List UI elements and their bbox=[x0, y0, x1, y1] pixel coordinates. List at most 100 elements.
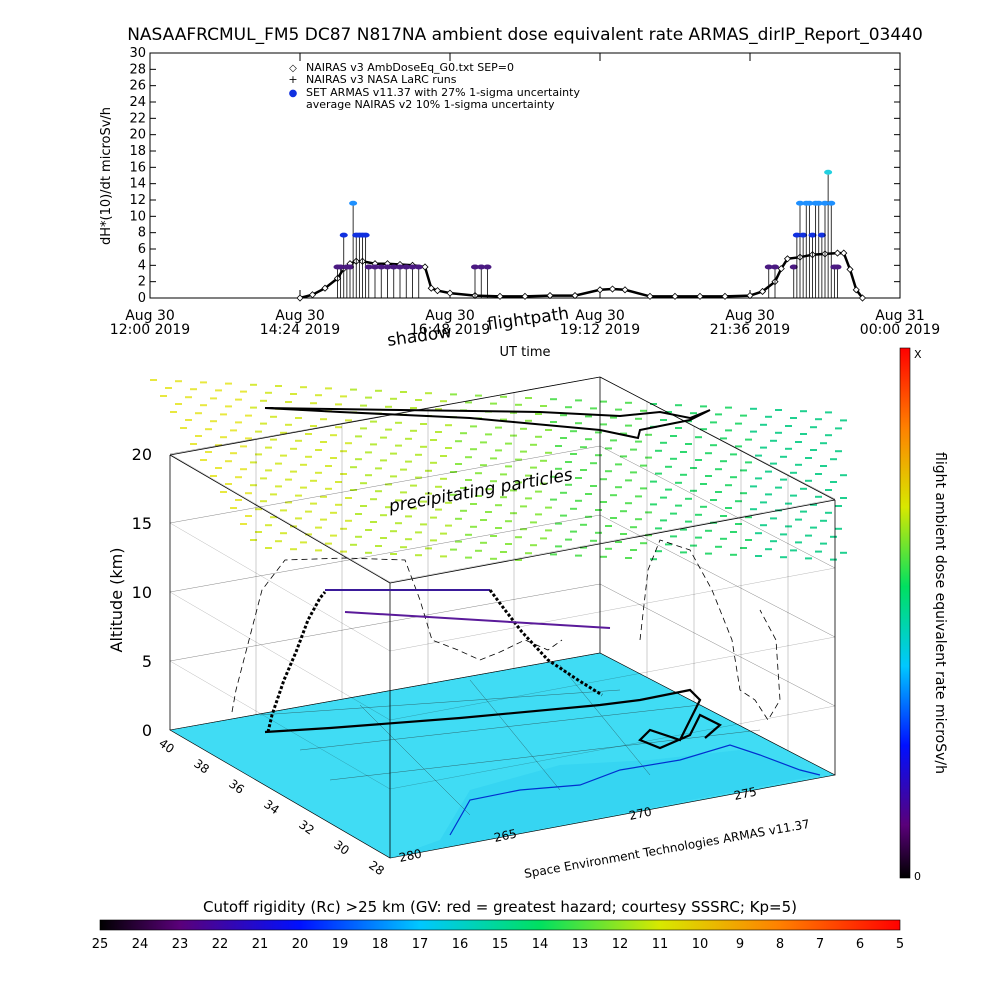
rigidity-tick-label: 18 bbox=[372, 937, 389, 952]
armas-point bbox=[364, 264, 373, 270]
rigidity-tick-label: 6 bbox=[856, 937, 864, 952]
top-y-tick-label: 0 bbox=[138, 291, 146, 306]
rigidity-colorbar-title: Cutoff rigidity (Rc) >25 km (GV: red = g… bbox=[203, 898, 797, 916]
nairas-point bbox=[758, 287, 767, 296]
nairas-point bbox=[421, 263, 429, 271]
rigidity-tick-label: 12 bbox=[612, 937, 629, 952]
top-y-tick-label: 2 bbox=[138, 275, 146, 290]
armas-point bbox=[371, 264, 379, 270]
nairas-point bbox=[296, 294, 304, 302]
latitude-tick-label: 32 bbox=[296, 817, 317, 837]
flight-path-cruise-2 bbox=[344, 611, 611, 629]
legend-symbol-plus: + bbox=[288, 73, 297, 86]
trajectory-3d-panel: 0 5 10 15 20 Altitude (km) shadow flightpath… bbox=[107, 304, 847, 881]
nairas-point bbox=[521, 292, 529, 300]
nairas-point bbox=[646, 292, 654, 300]
armas-point bbox=[389, 264, 398, 270]
longitude-tick-labels: 280 265 270 275 bbox=[398, 784, 758, 864]
rigidity-tick-label: 16 bbox=[452, 937, 469, 952]
rigidity-tick-label: 24 bbox=[132, 937, 149, 952]
top-y-tick-label: 12 bbox=[129, 193, 146, 208]
top-y-tick-label: 6 bbox=[138, 242, 146, 257]
top-x-tick-label-date: Aug 30 bbox=[575, 308, 625, 324]
nairas-point bbox=[783, 255, 792, 263]
top-x-tick-label-time: 19:12 2019 bbox=[560, 322, 640, 338]
label-credit: Space Environment Technologies ARMAS v11… bbox=[523, 817, 811, 881]
shadow-trajectory bbox=[231, 557, 563, 713]
armas-point bbox=[471, 264, 479, 270]
armas-point bbox=[821, 200, 829, 206]
rigidity-tick-label: 22 bbox=[212, 937, 229, 952]
rigidity-tick-label: 19 bbox=[332, 937, 349, 952]
flight-path-descent bbox=[488, 589, 603, 697]
dose-colorbar-top-label: X bbox=[914, 348, 922, 361]
legend-label-nairas-v2: average NAIRAS v2 10% 1-sigma uncertaint… bbox=[306, 98, 555, 111]
top-x-axis-label: UT time bbox=[500, 345, 551, 360]
altitude-tick-label: 15 bbox=[132, 514, 152, 533]
nairas-point bbox=[427, 284, 435, 292]
precipitating-particles-field bbox=[150, 379, 847, 561]
rigidity-tick-label: 25 bbox=[92, 937, 109, 952]
nairas-point bbox=[846, 265, 854, 273]
nairas-point bbox=[833, 249, 842, 257]
top-y-tick-label: 28 bbox=[129, 62, 146, 77]
rigidity-tick-label: 14 bbox=[532, 937, 549, 952]
top-x-tick-label-date: Aug 30 bbox=[275, 308, 325, 324]
armas-point bbox=[799, 232, 808, 238]
altitude-tick-label: 20 bbox=[132, 445, 152, 464]
label-flightpath: flightpath bbox=[486, 304, 570, 335]
nairas-point bbox=[721, 292, 729, 300]
altitude-gridlines bbox=[169, 376, 836, 859]
dose-colorbar-bottom-label: 0 bbox=[914, 870, 921, 883]
armas-point bbox=[346, 264, 354, 270]
nairas-point bbox=[671, 292, 679, 300]
top-y-axis-label: dH*(10)/dt microSv/h bbox=[99, 107, 114, 245]
top-x-tick-label-time: 14:24 2019 bbox=[260, 322, 340, 338]
top-y-tick-label: 20 bbox=[129, 128, 146, 143]
longitude-tick-label: 280 bbox=[398, 846, 423, 864]
altitude-tick-label: 0 bbox=[142, 721, 152, 740]
rigidity-tick-label: 8 bbox=[776, 937, 784, 952]
nairas-point bbox=[321, 284, 329, 292]
rigidity-tick-label: 20 bbox=[292, 937, 309, 952]
altitude-tick-label: 5 bbox=[142, 652, 152, 671]
armas-point bbox=[789, 264, 798, 270]
altitude-gridline-front bbox=[169, 660, 836, 790]
top-y-tick-label: 22 bbox=[129, 111, 146, 126]
latitude-tick-label: 40 bbox=[156, 736, 177, 756]
nairas-point bbox=[446, 289, 454, 297]
top-x-tick-label-date: Aug 30 bbox=[725, 308, 775, 324]
armas-point bbox=[833, 264, 842, 270]
nairas-point bbox=[858, 294, 867, 302]
nairas-point bbox=[308, 291, 317, 299]
latitude-tick-label: 34 bbox=[261, 797, 282, 817]
armas-point bbox=[402, 264, 411, 270]
latitude-tick-label: 38 bbox=[191, 756, 212, 776]
top-y-tick-label: 16 bbox=[129, 160, 146, 175]
armas-point bbox=[483, 264, 492, 270]
top-y-tick-label: 4 bbox=[138, 258, 146, 273]
altitude-gridline bbox=[169, 376, 836, 500]
armas-point bbox=[771, 264, 779, 270]
dose-colorbar: X 0 flight ambient dose equivalent rate … bbox=[899, 347, 948, 883]
flight-path-low bbox=[264, 688, 722, 750]
gulf-water bbox=[390, 750, 820, 858]
rigidity-tick-label: 10 bbox=[692, 937, 709, 952]
rigidity-tick-label: 9 bbox=[736, 937, 744, 952]
nairas-point bbox=[840, 249, 848, 257]
nairas-point bbox=[746, 291, 754, 300]
altitude-gridline-front bbox=[169, 591, 836, 721]
nairas-point bbox=[433, 287, 442, 295]
top-x-tick-label-time: 21:36 2019 bbox=[710, 322, 790, 338]
armas-point bbox=[414, 264, 423, 270]
armas-point bbox=[814, 200, 823, 206]
armas-point bbox=[477, 264, 486, 270]
longitude-tick-label: 270 bbox=[628, 804, 653, 822]
latitude-tick-label: 28 bbox=[366, 858, 387, 878]
nairas-point bbox=[571, 291, 579, 300]
dose-colorbar-title: flight ambient dose equivalent rate micr… bbox=[932, 452, 948, 774]
armas-point bbox=[408, 264, 417, 270]
armas-point bbox=[827, 200, 836, 206]
